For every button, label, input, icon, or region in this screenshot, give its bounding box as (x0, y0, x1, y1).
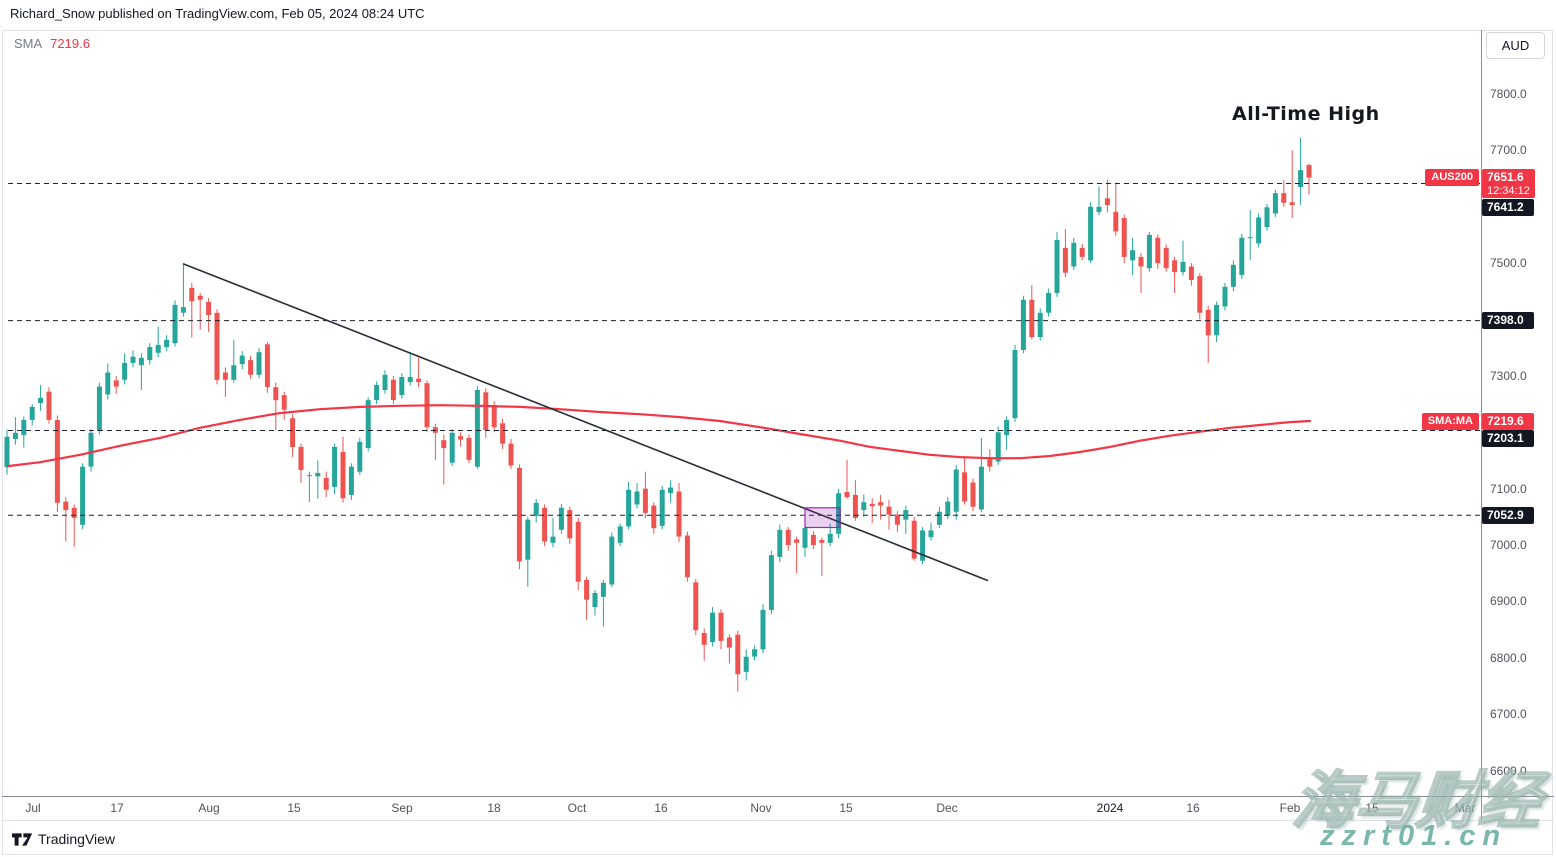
time-tick-label: Oct (567, 801, 587, 815)
current-price-badge: 7219.6 (1482, 412, 1534, 430)
time-tick-label: 17 (110, 801, 124, 815)
price-line-badge: 7398.0 (1482, 312, 1534, 330)
time-axis-bottom-border (2, 820, 1554, 821)
time-tick-label: 16 (654, 801, 668, 815)
attribution-text: Richard_Snow published on TradingView.co… (10, 6, 425, 21)
all-time-high-annotation: All-Time High (1232, 103, 1380, 125)
price-line-badge: 7052.9 (1482, 506, 1534, 524)
price-line-badge: 7203.1 (1482, 429, 1534, 447)
time-tick-label: Feb (1279, 801, 1301, 815)
price-tick-label: 6800.0 (1490, 650, 1527, 665)
price-tick-label: 7500.0 (1490, 256, 1527, 271)
watermark-url: zzrt01.cn (1320, 820, 1508, 852)
indicator-legend[interactable]: SMA 7219.6 (14, 36, 90, 51)
time-tick-label: Sep (391, 801, 413, 815)
current-price-badge: 7651.6 12:34:12 (1482, 169, 1535, 199)
sma-tag: SMA:MA (1421, 412, 1479, 430)
price-tick-label: 6700.0 (1490, 707, 1527, 722)
time-tick-label: Aug (198, 801, 220, 815)
time-tick-label: 16 (1186, 801, 1200, 815)
symbol-tag: AUS200 (1425, 169, 1479, 187)
price-tick-label: 6900.0 (1490, 594, 1527, 609)
time-tick-label: Jul (25, 801, 41, 815)
tradingview-logo-icon (12, 832, 33, 846)
tradingview-logo[interactable]: TradingView (12, 831, 115, 847)
price-tick-label: 7700.0 (1490, 143, 1527, 158)
time-tick-label: 15 (287, 801, 301, 815)
time-tick-label: 15 (839, 801, 853, 815)
price-axis-separator (1481, 30, 1482, 820)
price-tick-label: 6600.0 (1490, 763, 1527, 778)
price-tick-label: 7300.0 (1490, 368, 1527, 383)
price-line-badge: 7641.2 (1482, 199, 1534, 217)
time-axis-top-border (2, 796, 1554, 797)
time-tick-label: Mar (1454, 801, 1476, 815)
time-tick-label: 2024 (1096, 801, 1124, 815)
indicator-name: SMA (14, 36, 43, 51)
price-pane[interactable] (0, 0, 1556, 800)
time-tick-label: 18 (487, 801, 501, 815)
time-tick-label: Dec (936, 801, 958, 815)
tradingview-logo-text: TradingView (38, 831, 116, 847)
currency-button[interactable]: AUD (1486, 32, 1545, 59)
price-tick-label: 7800.0 (1490, 87, 1527, 101)
indicator-value: 7219.6 (50, 36, 90, 51)
time-tick-label: 15 (1365, 801, 1379, 815)
price-tick-label: 7000.0 (1490, 538, 1527, 553)
time-tick-label: Nov (750, 801, 772, 815)
price-tick-label: 7100.0 (1490, 481, 1527, 496)
